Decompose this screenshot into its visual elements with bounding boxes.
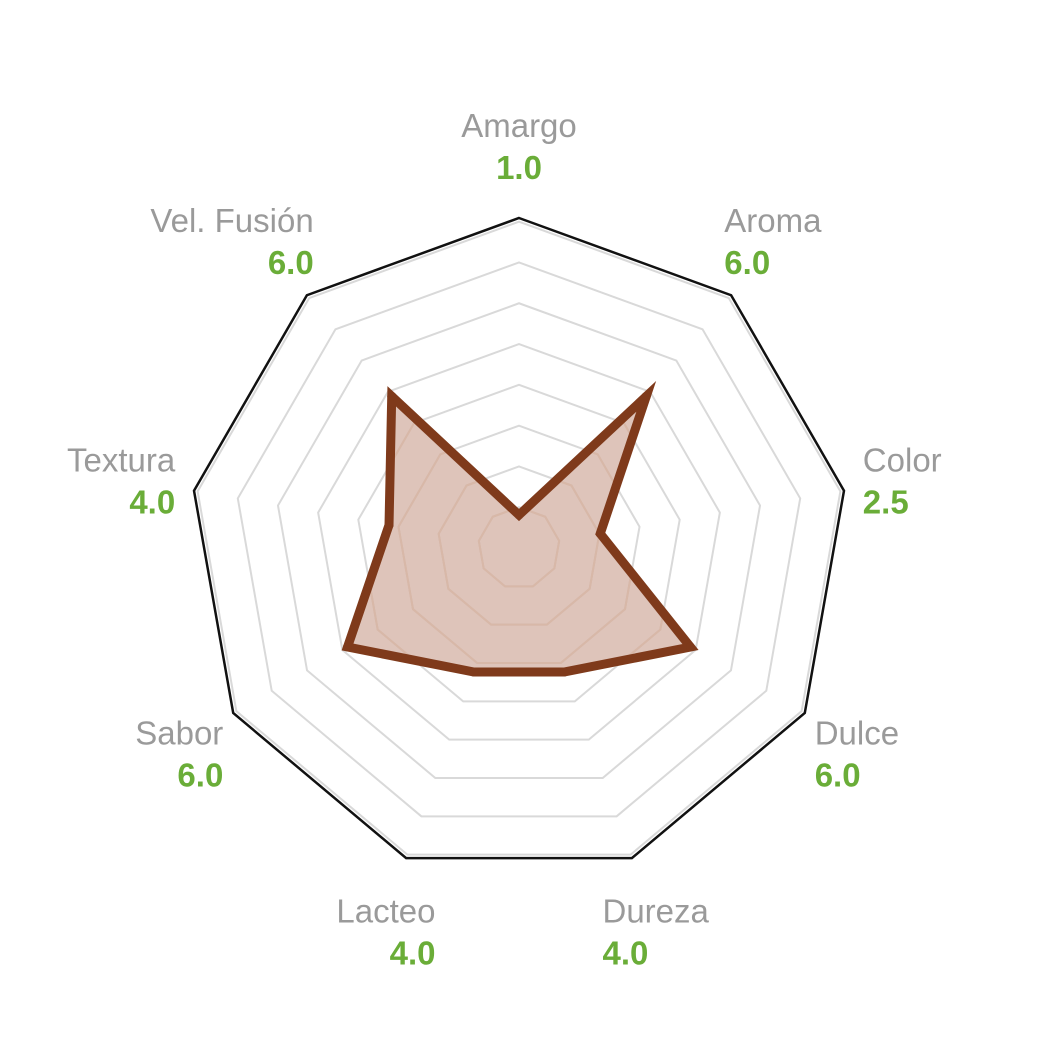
axis-labels: Amargo 1.0 Aroma 6.0 Color 2.5 Dulce 6.0 Dureza 4…	[67, 107, 942, 972]
value-label-sabor: 6.0	[177, 757, 223, 794]
data-point-dulce	[685, 642, 695, 652]
data-point-sabor	[343, 642, 353, 652]
data-point-amargo	[514, 510, 524, 520]
data-point-vel-fusi-n	[387, 391, 397, 401]
data-point-dureza	[559, 667, 569, 677]
inner-grid-ring	[437, 465, 601, 626]
inner-grid-ring	[477, 506, 561, 588]
axis-label-color: Color	[863, 442, 942, 479]
axis-label-textura: Textura	[67, 442, 176, 479]
data-point-lacteo	[469, 667, 479, 677]
series-line	[341, 380, 699, 677]
value-label-lacteo: 4.0	[390, 935, 436, 972]
axis-label-dureza: Dureza	[603, 893, 710, 930]
axis-label-dulce: Dulce	[815, 715, 899, 752]
grid-ring	[196, 220, 842, 856]
value-label-dureza: 4.0	[603, 935, 649, 972]
value-label-color: 2.5	[863, 484, 909, 521]
axis-label-lacteo: Lacteo	[336, 893, 435, 930]
data-point-aroma	[641, 391, 651, 401]
value-label-aroma: 6.0	[724, 244, 770, 281]
axis-label-aroma: Aroma	[724, 202, 822, 239]
data-point-textura	[384, 520, 394, 530]
value-label-amargo: 1.0	[496, 149, 542, 186]
axis-label-vel-fusi-n: Vel. Fusión	[150, 202, 313, 239]
grid-ring	[236, 261, 802, 818]
value-label-vel-fusi-n: 6.0	[268, 244, 314, 281]
axis-label-amargo: Amargo	[461, 107, 577, 144]
axis-label-sabor: Sabor	[135, 715, 223, 752]
data-point-color	[595, 529, 605, 539]
grid-ring	[317, 342, 721, 741]
value-label-dulce: 6.0	[815, 757, 861, 794]
value-label-textura: 4.0	[129, 484, 175, 521]
outer-border	[192, 216, 846, 860]
grid-ring	[276, 302, 762, 779]
